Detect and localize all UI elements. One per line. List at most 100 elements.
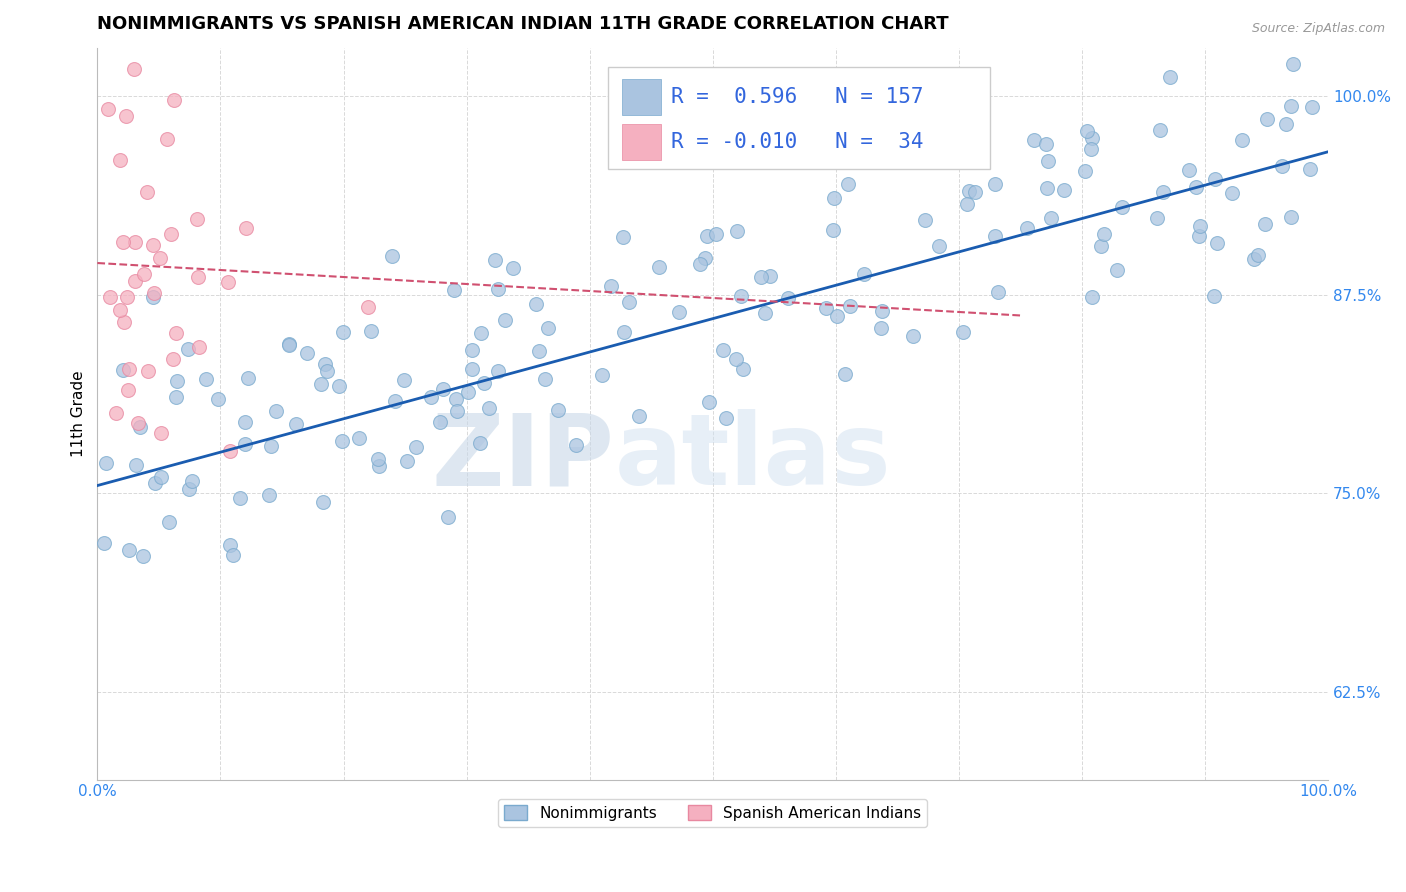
Point [134, 267, 156, 281]
Point [699, 395, 721, 409]
Text: R =  0.596   N = 157: R = 0.596 N = 157 [671, 87, 924, 107]
Point [1073, 163, 1095, 178]
Point [332, 325, 354, 339]
Point [328, 379, 350, 393]
FancyBboxPatch shape [609, 67, 990, 169]
Point [104, 406, 127, 420]
Point [502, 260, 524, 275]
Point [1090, 239, 1112, 253]
Point [839, 299, 862, 313]
Point [853, 267, 876, 281]
Point [1076, 123, 1098, 137]
Point [494, 312, 516, 326]
Point [233, 437, 256, 451]
Point [257, 488, 280, 502]
Point [547, 402, 569, 417]
Point [468, 435, 491, 450]
Point [914, 213, 936, 227]
Point [132, 549, 155, 563]
Point [187, 270, 209, 285]
Point [457, 384, 479, 399]
Text: ZIP: ZIP [432, 409, 614, 507]
Point [1282, 57, 1305, 71]
Point [870, 304, 893, 318]
Point [1035, 181, 1057, 195]
Point [1204, 171, 1226, 186]
Point [124, 274, 146, 288]
Point [1243, 252, 1265, 266]
Point [472, 376, 495, 391]
Text: Source: ZipAtlas.com: Source: ZipAtlas.com [1251, 22, 1385, 36]
Point [983, 229, 1005, 244]
Point [470, 326, 492, 340]
Point [437, 510, 460, 524]
Point [149, 426, 172, 441]
Point [1189, 219, 1212, 234]
Point [952, 325, 974, 339]
Point [156, 132, 179, 146]
Point [1185, 179, 1208, 194]
Point [122, 62, 145, 76]
Point [965, 185, 987, 199]
Point [815, 301, 838, 316]
Point [278, 338, 301, 352]
Point [704, 227, 727, 241]
Point [297, 346, 319, 360]
Point [284, 417, 307, 431]
Y-axis label: 11th Grade: 11th Grade [72, 371, 86, 458]
Point [235, 220, 257, 235]
Point [628, 409, 651, 423]
Point [1111, 200, 1133, 214]
Point [526, 297, 548, 311]
Point [1178, 163, 1201, 178]
Point [207, 392, 229, 406]
Point [396, 454, 419, 468]
Point [1188, 229, 1211, 244]
Point [478, 401, 501, 415]
Point [97, 102, 120, 116]
Point [956, 197, 979, 211]
Point [368, 458, 391, 473]
Point [260, 439, 283, 453]
Point [188, 340, 211, 354]
Point [718, 145, 741, 160]
Point [229, 491, 252, 506]
Point [1081, 131, 1104, 145]
Point [186, 212, 208, 227]
Point [866, 115, 889, 129]
Point [711, 343, 734, 357]
Point [384, 393, 406, 408]
Point [142, 238, 165, 252]
Point [759, 269, 782, 284]
Point [165, 390, 187, 404]
Point [1159, 70, 1181, 85]
Point [179, 483, 201, 497]
Point [1017, 221, 1039, 235]
Point [143, 286, 166, 301]
Point [1053, 183, 1076, 197]
Point [730, 289, 752, 303]
Point [1035, 136, 1057, 151]
Text: R = -0.010   N =  34: R = -0.010 N = 34 [671, 132, 924, 152]
Point [381, 249, 404, 263]
Point [405, 440, 427, 454]
Point [1279, 210, 1302, 224]
Point [312, 495, 335, 509]
Point [1092, 227, 1115, 241]
Point [1275, 117, 1298, 131]
Point [647, 260, 669, 274]
Point [733, 361, 755, 376]
Point [162, 352, 184, 367]
Point [118, 362, 141, 376]
Point [98, 290, 121, 304]
Point [1204, 289, 1226, 303]
Point [233, 415, 256, 429]
Point [166, 374, 188, 388]
Point [309, 376, 332, 391]
Point [778, 291, 800, 305]
Point [108, 153, 131, 167]
Point [1081, 290, 1104, 304]
Point [160, 227, 183, 241]
Point [928, 239, 950, 253]
Point [163, 93, 186, 107]
